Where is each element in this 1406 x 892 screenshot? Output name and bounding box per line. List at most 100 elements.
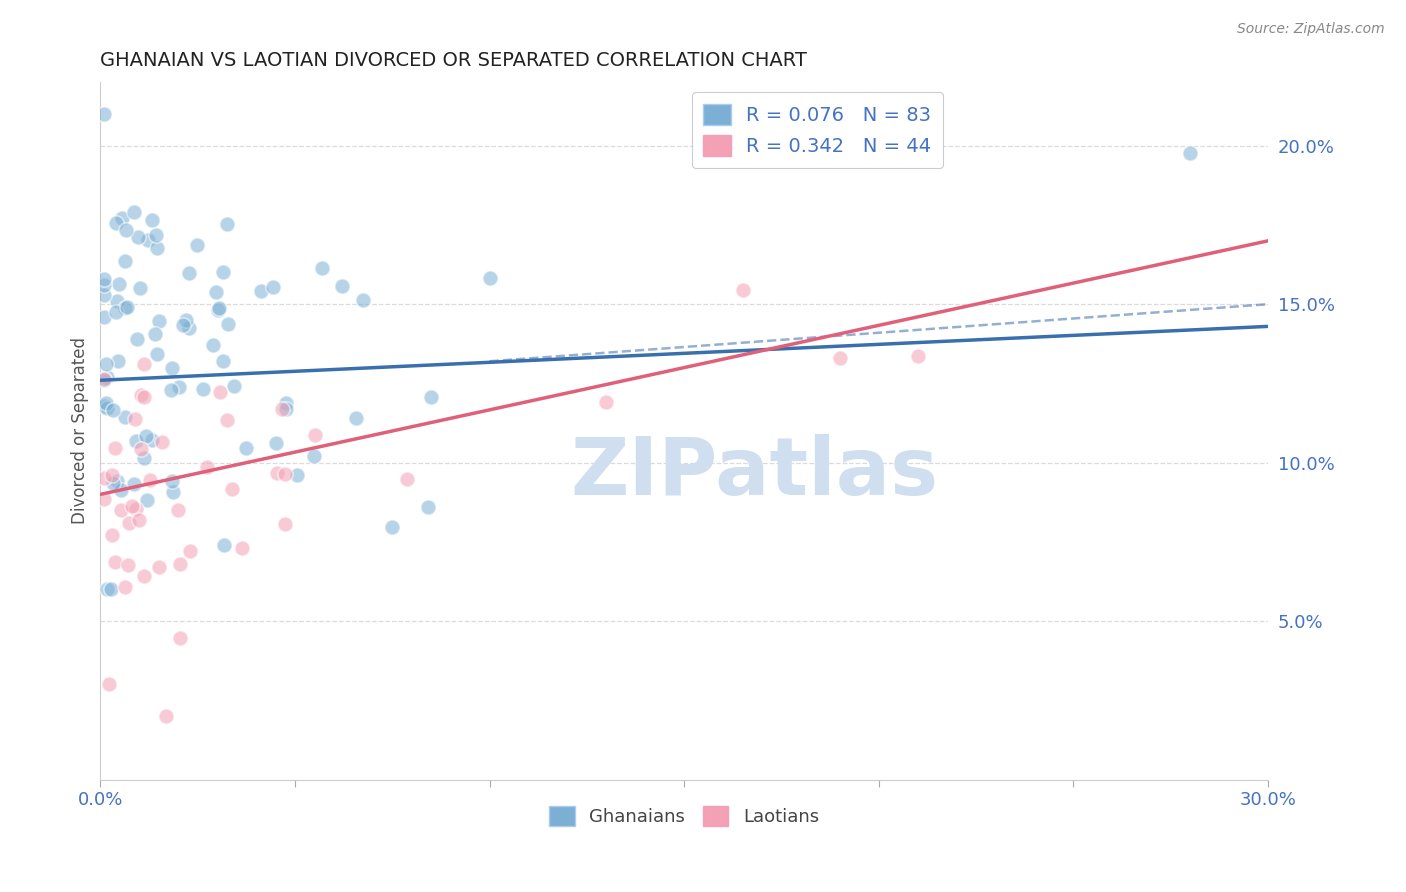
Point bbox=[395, 472, 418, 486]
Point bbox=[114, 580, 136, 594]
Point bbox=[96, 369, 118, 384]
Point bbox=[195, 460, 218, 475]
Point bbox=[100, 582, 122, 597]
Point bbox=[129, 388, 152, 402]
Point bbox=[217, 413, 239, 427]
Point bbox=[129, 442, 152, 457]
Point bbox=[93, 399, 115, 413]
Point bbox=[420, 390, 443, 404]
Point bbox=[330, 279, 353, 293]
Point bbox=[93, 372, 115, 386]
Point bbox=[110, 483, 132, 497]
Point bbox=[93, 310, 115, 325]
Point bbox=[104, 555, 127, 569]
Point bbox=[114, 301, 136, 315]
Point bbox=[134, 390, 156, 404]
Point bbox=[211, 265, 233, 279]
Point bbox=[381, 520, 404, 534]
Legend: Ghanaians, Laotians: Ghanaians, Laotians bbox=[543, 799, 827, 833]
Point bbox=[274, 396, 297, 410]
Point bbox=[169, 558, 191, 572]
Point bbox=[132, 569, 155, 583]
Point bbox=[215, 217, 238, 231]
Point bbox=[128, 512, 150, 526]
Point bbox=[125, 502, 148, 516]
Point bbox=[155, 709, 177, 723]
Point bbox=[160, 360, 183, 375]
Point bbox=[94, 357, 117, 371]
Y-axis label: Divorced or Separated: Divorced or Separated bbox=[72, 337, 89, 524]
Point bbox=[264, 435, 287, 450]
Point bbox=[172, 318, 194, 332]
Text: Source: ZipAtlas.com: Source: ZipAtlas.com bbox=[1237, 22, 1385, 37]
Point bbox=[122, 477, 145, 491]
Point bbox=[352, 293, 374, 307]
Point bbox=[94, 396, 117, 410]
Point bbox=[135, 429, 157, 443]
Point bbox=[117, 558, 139, 573]
Point bbox=[96, 401, 118, 416]
Point bbox=[145, 228, 167, 243]
Text: ZIPatlas: ZIPatlas bbox=[569, 434, 938, 512]
Point bbox=[179, 266, 201, 280]
Point bbox=[129, 280, 152, 294]
Point bbox=[207, 303, 229, 318]
Point bbox=[177, 321, 200, 335]
Point bbox=[96, 582, 118, 597]
Point bbox=[141, 213, 163, 227]
Point bbox=[174, 313, 197, 327]
Point bbox=[150, 435, 173, 450]
Point bbox=[167, 380, 190, 394]
Point bbox=[274, 467, 297, 481]
Point bbox=[828, 351, 851, 365]
Point bbox=[101, 468, 124, 483]
Point bbox=[114, 410, 136, 425]
Point bbox=[907, 349, 929, 363]
Point bbox=[105, 305, 128, 319]
Point bbox=[249, 284, 271, 298]
Point bbox=[110, 503, 132, 517]
Point bbox=[114, 223, 136, 237]
Point bbox=[148, 314, 170, 328]
Point bbox=[145, 347, 167, 361]
Point bbox=[103, 402, 125, 417]
Point bbox=[114, 254, 136, 268]
Point bbox=[107, 354, 129, 368]
Point bbox=[124, 412, 146, 426]
Point bbox=[93, 107, 115, 121]
Point bbox=[266, 466, 288, 480]
Point bbox=[166, 503, 188, 517]
Point bbox=[136, 492, 159, 507]
Point bbox=[221, 483, 243, 497]
Point bbox=[118, 516, 141, 531]
Point bbox=[285, 468, 308, 483]
Point bbox=[304, 428, 326, 442]
Text: GHANAIAN VS LAOTIAN DIVORCED OR SEPARATED CORRELATION CHART: GHANAIAN VS LAOTIAN DIVORCED OR SEPARATE… bbox=[100, 51, 807, 70]
Point bbox=[105, 474, 128, 488]
Point bbox=[179, 543, 201, 558]
Point bbox=[134, 451, 156, 466]
Point bbox=[122, 205, 145, 219]
Point bbox=[231, 541, 253, 555]
Point bbox=[136, 233, 159, 247]
Point bbox=[212, 354, 235, 368]
Point bbox=[186, 238, 208, 252]
Point bbox=[101, 475, 124, 490]
Point bbox=[304, 449, 326, 463]
Point bbox=[111, 211, 134, 225]
Point bbox=[115, 300, 138, 314]
Point bbox=[101, 528, 124, 542]
Point bbox=[127, 230, 149, 244]
Point bbox=[124, 434, 146, 448]
Point bbox=[274, 401, 297, 416]
Point bbox=[97, 677, 120, 691]
Point bbox=[731, 283, 754, 297]
Point bbox=[93, 272, 115, 286]
Point bbox=[212, 538, 235, 552]
Point bbox=[222, 379, 245, 393]
Point bbox=[143, 326, 166, 341]
Point bbox=[93, 288, 115, 302]
Point bbox=[127, 332, 149, 346]
Point bbox=[235, 441, 257, 455]
Point bbox=[478, 270, 501, 285]
